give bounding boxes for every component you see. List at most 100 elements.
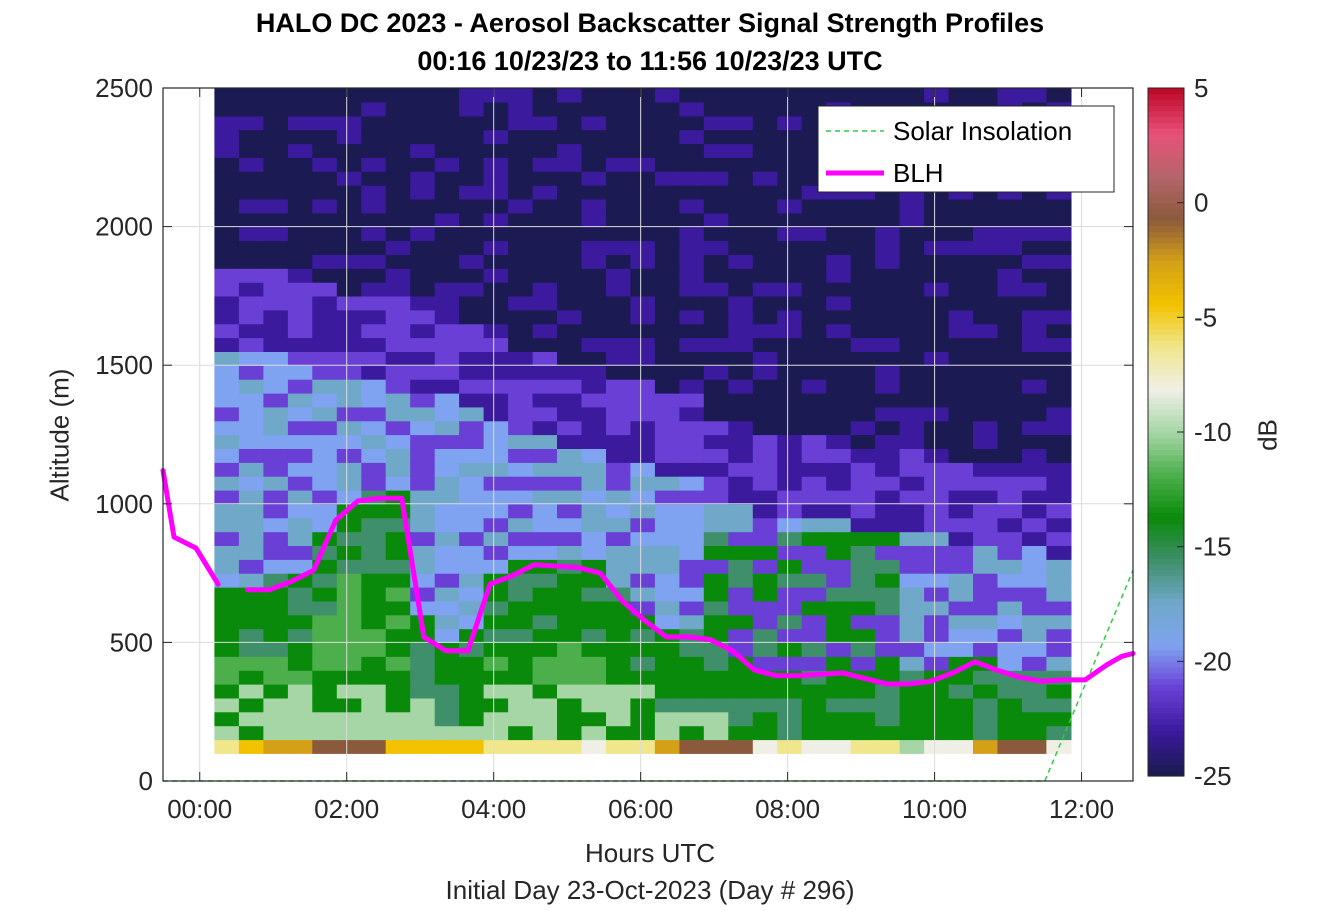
heatmap-cell (606, 337, 632, 352)
heatmap-cell (312, 115, 338, 131)
heatmap-cell (752, 351, 778, 366)
heatmap-cell (312, 739, 338, 754)
heatmap-cell (1022, 434, 1048, 449)
heatmap-cell (703, 115, 729, 131)
heatmap-cell (703, 587, 729, 602)
heatmap-cell (238, 198, 264, 214)
heatmap-cell (263, 337, 289, 352)
heatmap-cell (924, 337, 950, 352)
heatmap-cell (336, 420, 362, 436)
colorbar-segment (1148, 615, 1184, 622)
heatmap-cell (924, 365, 950, 380)
heatmap-cell (630, 670, 656, 685)
legend-solar-label: Solar Insolation (893, 116, 1072, 146)
heatmap-cell (703, 476, 729, 491)
heatmap-cell (410, 559, 436, 574)
heatmap-cell (238, 129, 264, 145)
heatmap-cell (752, 573, 778, 588)
y-tick-label: 2500 (95, 73, 153, 103)
heatmap-cell (287, 240, 313, 255)
colorbar-segment (1148, 305, 1184, 313)
heatmap-cell (606, 697, 632, 713)
heatmap-cell (361, 282, 387, 297)
colorbar-segment (1148, 219, 1184, 227)
heatmap-cell (557, 295, 583, 311)
heatmap-cell (850, 559, 876, 574)
heatmap-cell (532, 573, 558, 588)
heatmap-cell (899, 697, 925, 713)
heatmap-cell (728, 337, 754, 352)
colorbar-segment (1148, 724, 1184, 731)
heatmap-cell (850, 240, 876, 255)
heatmap-cell (948, 600, 974, 616)
heatmap-cell (777, 642, 803, 657)
heatmap-cell (679, 503, 705, 519)
colorbar-segment (1148, 242, 1184, 250)
heatmap-cell (826, 240, 852, 255)
heatmap-cell (410, 240, 436, 255)
heatmap-cell (1046, 448, 1072, 463)
heatmap-cell (899, 198, 925, 214)
heatmap-cell (606, 670, 632, 685)
heatmap-cell (777, 129, 803, 145)
heatmap-cell (826, 503, 852, 519)
heatmap-cell (997, 462, 1023, 477)
heatmap-cell (924, 642, 950, 657)
heatmap-cell (287, 628, 313, 643)
heatmap-cell (238, 517, 264, 533)
heatmap-cell (679, 365, 705, 380)
heatmap-cell (826, 212, 852, 228)
heatmap-cell (654, 337, 680, 352)
heatmap-cell (1046, 531, 1072, 546)
heatmap-cell (801, 531, 827, 546)
heatmap-cell (679, 517, 705, 533)
heatmap-cell (483, 240, 509, 255)
colorbar-segment (1148, 340, 1184, 347)
colorbar-segment (1148, 99, 1184, 106)
colorbar-segment (1148, 535, 1184, 542)
heatmap-cell (1022, 198, 1048, 214)
heatmap-cell (728, 725, 754, 741)
heatmap-cell (434, 309, 460, 325)
heatmap-cell (581, 392, 607, 408)
heatmap-cell (459, 323, 485, 339)
heatmap-cell (654, 268, 680, 283)
heatmap-cell (654, 448, 680, 463)
colorbar-segment (1148, 294, 1184, 301)
heatmap-cell (654, 476, 680, 491)
heatmap-cell (361, 517, 387, 533)
heatmap-cell (703, 531, 729, 546)
heatmap-cell (336, 573, 362, 588)
heatmap-cell (434, 282, 460, 297)
heatmap-cell (214, 531, 240, 546)
heatmap-cell (752, 240, 778, 255)
heatmap-cell (214, 212, 240, 228)
heatmap-cell (238, 559, 264, 574)
chart-subtitle: 00:16 10/23/23 to 11:56 10/23/23 UTC (417, 46, 883, 76)
heatmap-cell (973, 517, 999, 533)
heatmap-cell (899, 684, 925, 699)
heatmap-cell (532, 240, 558, 255)
heatmap-cell (997, 628, 1023, 643)
heatmap-cell (238, 462, 264, 477)
heatmap-cell (1046, 684, 1072, 699)
heatmap-cell (777, 254, 803, 269)
heatmap-cell (850, 337, 876, 352)
heatmap-cell (581, 379, 607, 394)
heatmap-cell (263, 240, 289, 255)
heatmap-cell (361, 531, 387, 546)
heatmap-cell (1046, 254, 1072, 269)
heatmap-cell (606, 573, 632, 588)
heatmap-cell (581, 420, 607, 436)
heatmap-cell (214, 365, 240, 380)
heatmap-cell (263, 129, 289, 145)
heatmap-cell (728, 600, 754, 616)
heatmap-cell (899, 337, 925, 352)
heatmap-cell (287, 434, 313, 449)
heatmap-cell (263, 143, 289, 158)
heatmap-cell (508, 337, 534, 352)
heatmap-cell (654, 365, 680, 380)
heatmap-cell (238, 143, 264, 158)
heatmap-cell (263, 642, 289, 657)
heatmap-cell (801, 434, 827, 449)
